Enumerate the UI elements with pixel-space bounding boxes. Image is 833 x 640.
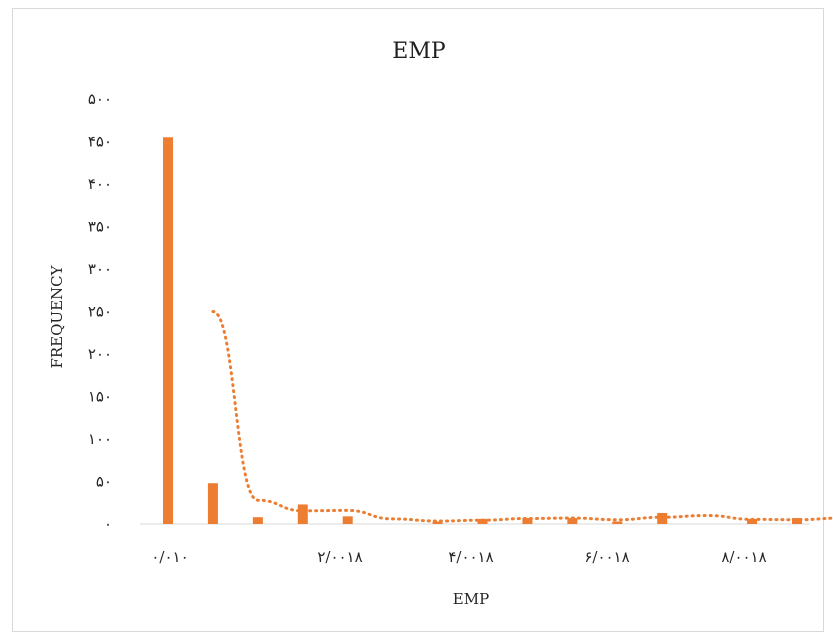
bar bbox=[747, 518, 758, 524]
y-tick-label: ۱۰۰ bbox=[88, 430, 112, 448]
bar bbox=[252, 517, 263, 524]
x-tick-label: ۶/۰۰۱۸ bbox=[584, 548, 629, 566]
bar bbox=[612, 521, 623, 524]
x-tick-label: ۸/۰۰۱۸ bbox=[721, 548, 766, 566]
y-tick-label: ۴۰۰ bbox=[88, 175, 112, 193]
bar bbox=[163, 137, 173, 524]
y-tick-label: ۳۰۰ bbox=[88, 260, 112, 278]
bar bbox=[432, 521, 443, 524]
y-tick-label: ۲۵۰ bbox=[88, 303, 112, 321]
y-tick-label: ۴۵۰ bbox=[88, 133, 112, 151]
y-tick-label: ۵۰۰ bbox=[88, 90, 112, 108]
bar bbox=[522, 518, 533, 524]
chart-area bbox=[12, 8, 824, 632]
trend-line bbox=[211, 310, 833, 523]
x-axis-ticks: ۰/۰۱۰ ۲/۰۰۱۸ ۴/۰۰۱۸ ۶/۰۰۱۸ ۸/۰۰۱۸ bbox=[151, 548, 766, 566]
y-axis-label: FREQUENCY bbox=[48, 264, 66, 368]
y-tick-label: ۵۰ bbox=[96, 473, 112, 491]
bar bbox=[342, 516, 353, 524]
bar bbox=[207, 483, 218, 524]
y-tick-label: ۰ bbox=[104, 515, 112, 533]
y-tick-label: ۳۵۰ bbox=[88, 218, 112, 236]
y-tick-label: ۱۵۰ bbox=[88, 388, 112, 406]
chart-title: EMP bbox=[392, 39, 446, 64]
y-axis-ticks: ۰ ۵۰ ۱۰۰ ۱۵۰ ۲۰۰ ۲۵۰ ۳۰۰ ۳۵۰ ۴۰۰ ۴۵۰ ۵۰۰ bbox=[88, 90, 112, 533]
x-tick-label: ۰/۰۱۰ bbox=[151, 548, 188, 566]
bar bbox=[297, 504, 308, 524]
bars bbox=[163, 137, 802, 524]
x-tick-label: ۲/۰۰۱۸ bbox=[317, 548, 362, 566]
y-tick-label: ۲۰۰ bbox=[88, 345, 112, 363]
bar bbox=[567, 518, 578, 524]
x-tick-label: ۴/۰۰۱۸ bbox=[448, 548, 493, 566]
bar bbox=[792, 518, 802, 524]
x-axis-label: EMP bbox=[453, 590, 489, 608]
